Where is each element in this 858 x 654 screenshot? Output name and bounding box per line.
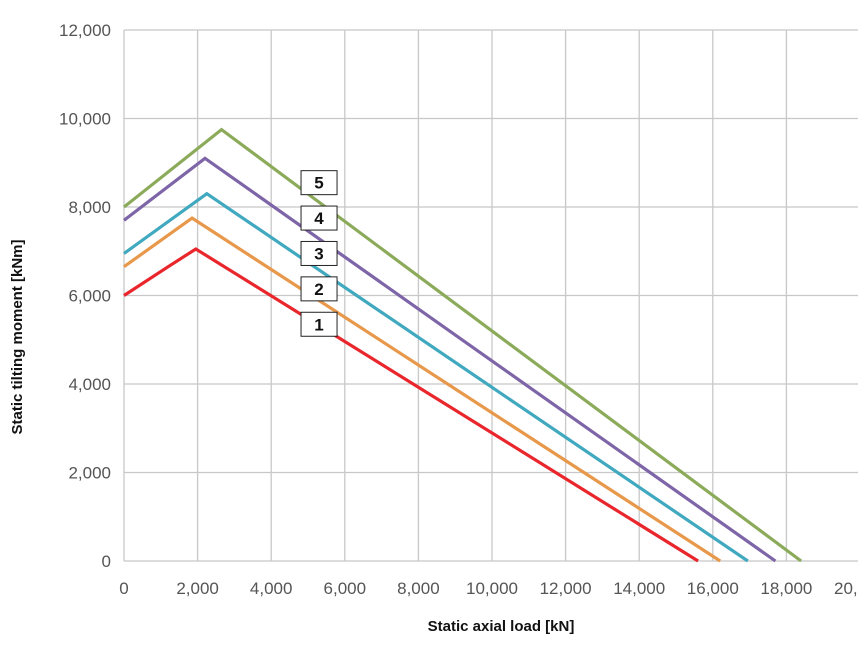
x-tick-label: 14,000 <box>613 579 665 598</box>
y-tick-label: 6,000 <box>68 287 111 306</box>
x-tick-label: 6,000 <box>324 579 367 598</box>
grid <box>123 29 858 562</box>
series-line-2 <box>123 216 722 563</box>
line-label-2: 2 <box>300 276 338 302</box>
line-labels: 1 2 3 4 5 <box>300 170 338 337</box>
label-text: 2 <box>314 280 323 299</box>
x-tick-label: 12,000 <box>540 579 592 598</box>
y-tick-label: 8,000 <box>68 198 111 217</box>
series-line-1 <box>123 247 699 563</box>
line-label-3: 3 <box>300 240 338 266</box>
series-line-3 <box>123 191 749 563</box>
x-tick-label: 20,000 <box>834 579 858 598</box>
series-line-4 <box>123 156 777 563</box>
x-tick-label: 18,000 <box>760 579 812 598</box>
label-text: 1 <box>314 315 323 334</box>
line-label-5: 5 <box>300 170 338 196</box>
label-box <box>300 170 338 196</box>
line-label-4: 4 <box>300 205 338 231</box>
label-text: 3 <box>314 244 323 263</box>
label-box <box>300 311 338 337</box>
x-tick-label: 0 <box>119 579 128 598</box>
x-tick-label: 8,000 <box>397 579 440 598</box>
series-line-5 <box>123 127 803 563</box>
label-box <box>300 240 338 266</box>
y-tick-label: 4,000 <box>68 375 111 394</box>
x-tick-labels: 0 2,000 4,000 6,000 8,000 10,000 12,000 14,000 1… <box>119 579 858 598</box>
label-box <box>300 276 338 302</box>
y-tick-label: 10,000 <box>59 110 111 129</box>
y-tick-labels: 0 2,000 4,000 6,000 8,000 10,000 12,000 <box>59 21 111 571</box>
label-text: 5 <box>314 174 323 193</box>
x-tick-label: 10,000 <box>466 579 518 598</box>
x-tick-label: 4,000 <box>250 579 293 598</box>
y-tick-label: 12,000 <box>59 21 111 40</box>
line-label-1: 1 <box>300 311 338 337</box>
y-axis-title: Static tilting moment [kNm] <box>9 239 26 434</box>
y-tick-label: 2,000 <box>68 464 111 483</box>
x-tick-label: 16,000 <box>687 579 739 598</box>
label-text: 4 <box>314 209 324 228</box>
x-axis-title: Static axial load [kN] <box>428 618 575 635</box>
x-tick-label: 2,000 <box>176 579 219 598</box>
y-tick-label: 0 <box>102 552 111 571</box>
series-lines <box>123 127 803 563</box>
label-box <box>300 205 338 231</box>
